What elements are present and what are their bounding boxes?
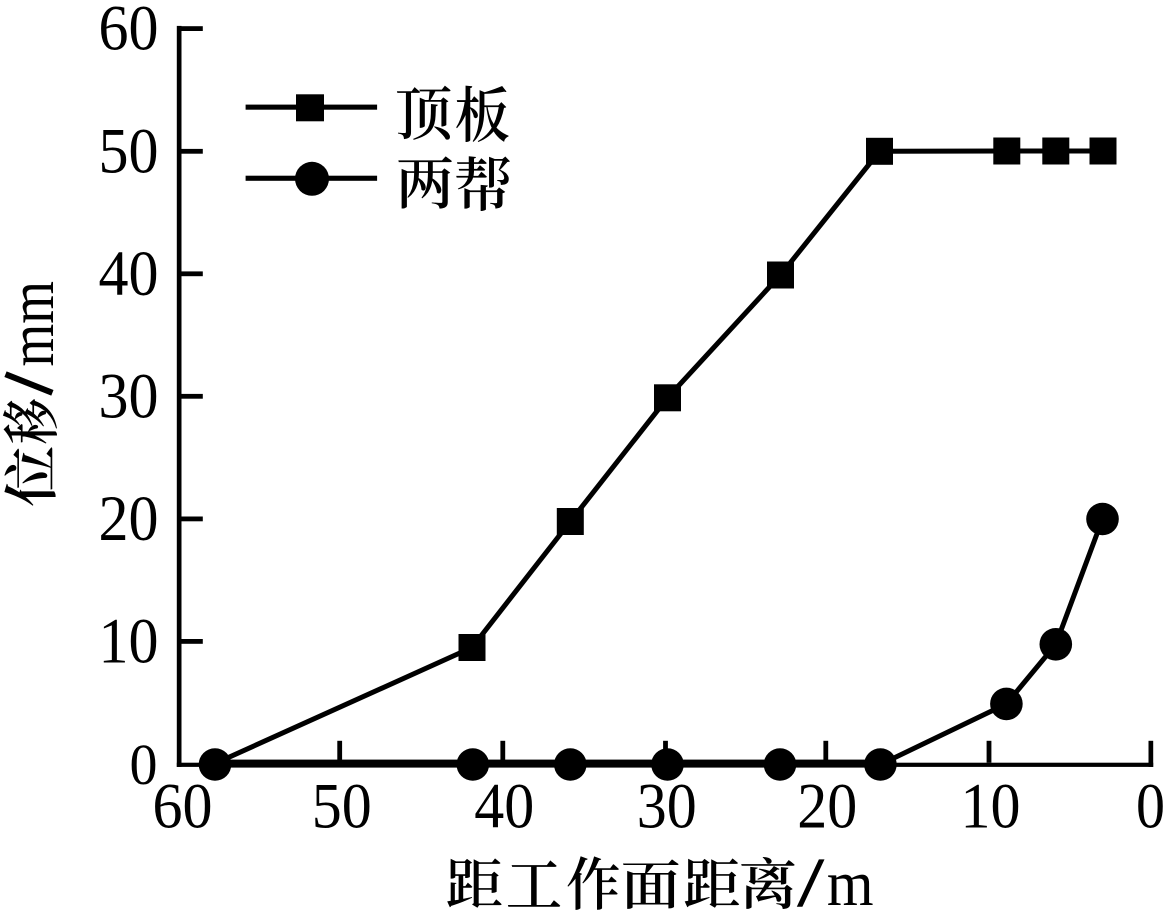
- svg-text:10: 10: [99, 605, 159, 677]
- svg-text:0: 0: [130, 732, 158, 797]
- svg-text:0: 0: [1136, 771, 1165, 843]
- svg-text:30: 30: [637, 771, 697, 843]
- svg-text:m: m: [827, 848, 874, 920]
- svg-text:50: 50: [99, 115, 159, 187]
- svg-text:30: 30: [99, 360, 159, 432]
- svg-text:40: 40: [99, 238, 159, 310]
- svg-text:10: 10: [961, 771, 1021, 843]
- svg-text:40: 40: [474, 771, 534, 843]
- svg-text:mm: mm: [0, 281, 68, 367]
- svg-text:50: 50: [312, 771, 372, 843]
- svg-text:60: 60: [99, 0, 159, 64]
- svg-text:60: 60: [153, 771, 213, 843]
- svg-text:20: 20: [99, 483, 159, 555]
- svg-text:20: 20: [797, 771, 857, 843]
